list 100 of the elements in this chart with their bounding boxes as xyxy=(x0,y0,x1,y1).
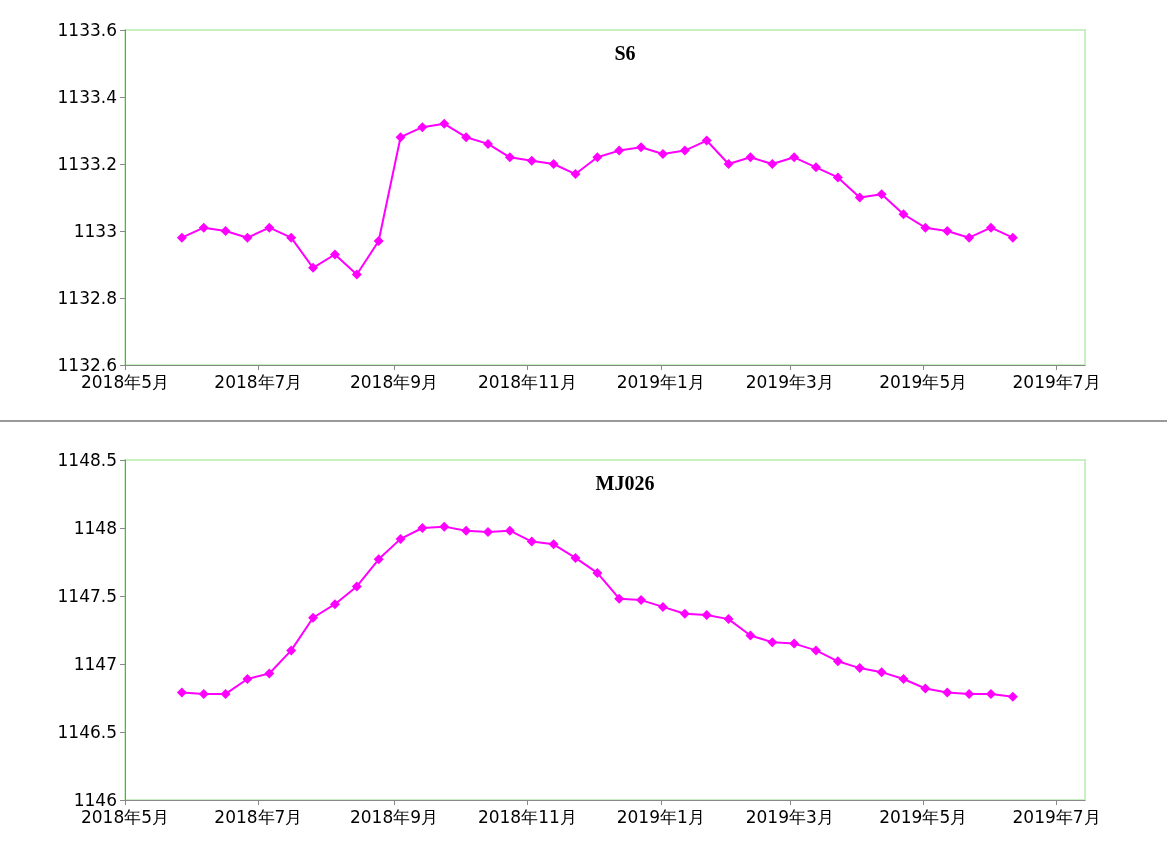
point xyxy=(264,668,275,679)
x-tick-label: 2019年3月 xyxy=(745,371,834,392)
point xyxy=(920,222,931,233)
x-tick-label: 2018年7月 xyxy=(214,806,303,827)
point xyxy=(1007,691,1018,702)
point xyxy=(548,539,559,550)
point xyxy=(789,638,800,649)
y-tick-label: 1147.5 xyxy=(57,586,117,606)
point xyxy=(439,118,450,129)
point xyxy=(308,262,319,273)
text: S6 xyxy=(614,42,636,64)
point xyxy=(570,552,581,563)
point xyxy=(308,612,319,623)
point xyxy=(898,673,909,684)
x-tick-label: 2019年7月 xyxy=(1012,371,1101,392)
point xyxy=(701,135,712,146)
y-tick-label: 1133.2 xyxy=(57,154,117,174)
point xyxy=(461,525,472,536)
y-tick-label: 1148 xyxy=(73,518,117,538)
point xyxy=(723,614,734,625)
x-tick-label: 2019年5月 xyxy=(879,806,968,827)
point xyxy=(876,189,887,200)
point xyxy=(439,521,450,532)
point xyxy=(767,159,778,169)
point xyxy=(679,145,690,156)
point xyxy=(373,236,384,247)
x-tick-label: 2018年11月 xyxy=(477,371,577,392)
x-tick-label: 2019年1月 xyxy=(616,371,705,392)
point xyxy=(526,155,537,166)
x-tick-label: 2019年7月 xyxy=(1012,806,1101,827)
y-tick-label: 1133.4 xyxy=(57,87,117,107)
x-tick-label: 2019年5月 xyxy=(879,371,968,392)
point xyxy=(789,152,800,163)
point xyxy=(854,663,865,674)
point xyxy=(985,222,996,233)
point xyxy=(417,122,428,133)
point xyxy=(898,209,909,220)
text: MJ026 xyxy=(595,472,655,494)
point xyxy=(832,656,843,667)
y-tick-label: 1148.5 xyxy=(57,450,117,470)
point xyxy=(220,226,231,236)
point xyxy=(351,269,362,280)
point xyxy=(745,630,756,641)
point xyxy=(964,232,975,243)
point xyxy=(832,172,843,183)
point xyxy=(286,232,297,243)
point xyxy=(876,667,887,678)
point xyxy=(264,222,275,233)
x-tick-label: 2018年9月 xyxy=(349,371,439,392)
point xyxy=(657,601,668,612)
point xyxy=(526,536,537,547)
point xyxy=(811,162,822,173)
point xyxy=(395,533,406,544)
point xyxy=(942,687,953,698)
point xyxy=(220,688,231,699)
point xyxy=(198,688,209,699)
point xyxy=(942,226,953,236)
point xyxy=(504,152,515,163)
point xyxy=(570,169,581,180)
point xyxy=(745,152,756,163)
point xyxy=(920,683,931,694)
point xyxy=(329,249,340,260)
point xyxy=(176,687,187,698)
point xyxy=(767,637,778,648)
y-tick-label: 1132.8 xyxy=(57,288,117,308)
point xyxy=(242,673,253,684)
x-tick-label: 2018年11月 xyxy=(477,806,577,827)
point xyxy=(373,554,384,565)
y-tick-label: 1147 xyxy=(73,654,117,674)
point xyxy=(636,595,647,606)
point xyxy=(701,610,712,621)
point xyxy=(854,192,865,203)
x-tick-label: 2019年1月 xyxy=(616,806,705,827)
y-tick-label: 1133 xyxy=(73,221,117,241)
x-tick-label: 2018年7月 xyxy=(214,371,303,392)
point xyxy=(461,132,472,143)
point xyxy=(723,159,734,169)
y-tick-label: 1146.5 xyxy=(57,722,117,742)
point xyxy=(679,608,690,619)
point xyxy=(636,142,647,153)
point xyxy=(483,527,494,538)
point xyxy=(592,152,603,163)
point xyxy=(548,159,559,169)
point xyxy=(592,567,603,578)
point xyxy=(351,581,362,592)
point xyxy=(286,645,297,656)
point xyxy=(811,645,822,656)
point xyxy=(1007,232,1018,243)
point xyxy=(504,525,515,536)
point xyxy=(242,232,253,243)
point xyxy=(614,145,625,156)
point xyxy=(483,138,494,149)
point xyxy=(657,148,668,159)
point xyxy=(395,132,406,143)
x-tick-label: 2019年3月 xyxy=(745,806,834,827)
point xyxy=(614,593,625,604)
point xyxy=(417,523,428,533)
y-tick-label: 1133.6 xyxy=(57,20,117,40)
point xyxy=(198,222,209,233)
point xyxy=(329,599,340,610)
